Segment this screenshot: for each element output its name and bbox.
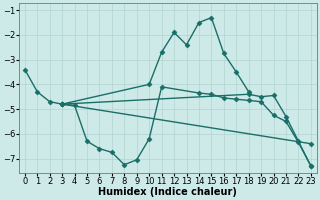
X-axis label: Humidex (Indice chaleur): Humidex (Indice chaleur) [99, 187, 237, 197]
